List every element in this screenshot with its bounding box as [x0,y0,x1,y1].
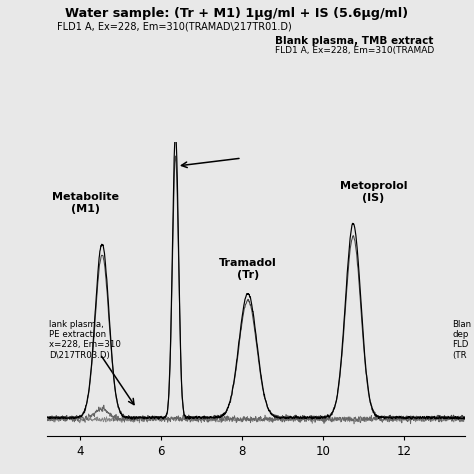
Text: FLD1 A, Ex=228, Em=310(TRAMAD\217TR01.D): FLD1 A, Ex=228, Em=310(TRAMAD\217TR01.D) [57,21,292,31]
Text: Tramadol
(Tr): Tramadol (Tr) [219,258,277,280]
Text: lank plasma,
PE extraction
x=228, Em=310
D\217TR03.D): lank plasma, PE extraction x=228, Em=310… [49,319,121,360]
Text: Metabolite
(M1): Metabolite (M1) [52,192,119,214]
Text: Water sample: (Tr + M1) 1μg/ml + IS (5.6μg/ml): Water sample: (Tr + M1) 1μg/ml + IS (5.6… [65,7,409,20]
Text: Blank plasma, TMB extract: Blank plasma, TMB extract [275,36,433,46]
Text: FLD1 A, Ex=228, Em=310(TRAMAD: FLD1 A, Ex=228, Em=310(TRAMAD [275,46,434,55]
Text: Metoprolol
(IS): Metoprolol (IS) [340,182,407,203]
Text: Blan
dep
FLD
(TR: Blan dep FLD (TR [452,319,472,360]
